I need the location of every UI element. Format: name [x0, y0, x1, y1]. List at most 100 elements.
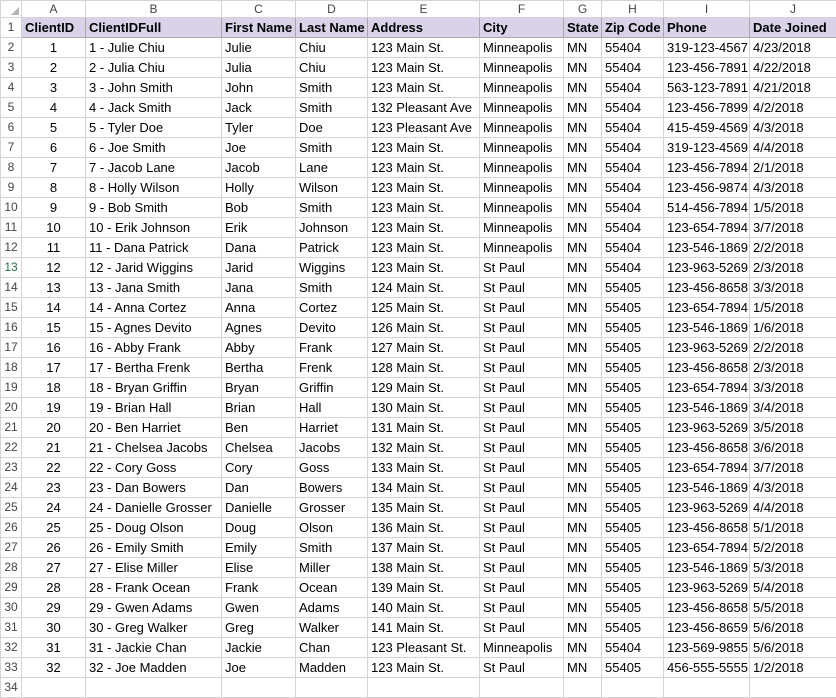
table-cell[interactable]: Minneapolis [480, 158, 564, 178]
table-cell[interactable]: 6 - Joe Smith [86, 138, 222, 158]
table-cell[interactable]: 140 Main St. [368, 598, 480, 618]
table-cell[interactable]: 4/3/2018 [750, 478, 836, 498]
table-cell[interactable]: 123-456-8658 [664, 598, 750, 618]
table-cell[interactable]: Julie [222, 38, 296, 58]
table-cell[interactable] [22, 678, 86, 698]
table-cell[interactable]: Abby [222, 338, 296, 358]
table-cell[interactable]: 16 [22, 338, 86, 358]
table-cell[interactable]: 5 [22, 118, 86, 138]
row-header[interactable]: 30 [1, 598, 22, 618]
table-cell[interactable]: 55404 [602, 98, 664, 118]
row-header[interactable]: 8 [1, 158, 22, 178]
table-cell[interactable]: 21 [22, 438, 86, 458]
table-cell[interactable]: 123 Main St. [368, 658, 480, 678]
table-cell[interactable] [86, 678, 222, 698]
table-cell[interactable]: 55405 [602, 378, 664, 398]
column-header-b[interactable]: B [86, 1, 222, 18]
row-header[interactable]: 33 [1, 658, 22, 678]
table-cell[interactable]: 22 [22, 458, 86, 478]
table-cell[interactable]: 55404 [602, 218, 664, 238]
table-cell[interactable]: St Paul [480, 458, 564, 478]
table-cell[interactable]: St Paul [480, 578, 564, 598]
table-cell[interactable]: 13 [22, 278, 86, 298]
table-cell[interactable]: 55404 [602, 198, 664, 218]
table-cell[interactable]: 29 - Gwen Adams [86, 598, 222, 618]
table-cell[interactable]: 55405 [602, 578, 664, 598]
table-cell[interactable]: 123-963-5269 [664, 258, 750, 278]
table-cell[interactable]: Jack [222, 98, 296, 118]
table-cell[interactable]: 1/5/2018 [750, 198, 836, 218]
table-cell[interactable]: 123-456-8658 [664, 438, 750, 458]
table-cell[interactable]: 123-456-7894 [664, 158, 750, 178]
table-cell[interactable]: 123-963-5269 [664, 498, 750, 518]
table-cell[interactable]: 55405 [602, 478, 664, 498]
table-cell[interactable]: St Paul [480, 378, 564, 398]
table-cell[interactable]: 123-546-1869 [664, 318, 750, 338]
table-cell[interactable]: 13 - Jana Smith [86, 278, 222, 298]
row-header[interactable]: 26 [1, 518, 22, 538]
table-cell[interactable]: 16 - Abby Frank [86, 338, 222, 358]
table-cell[interactable]: 134 Main St. [368, 478, 480, 498]
table-cell[interactable]: MN [564, 358, 602, 378]
table-cell[interactable]: 2 - Julia Chiu [86, 58, 222, 78]
table-cell[interactable]: Olson [296, 518, 368, 538]
table-cell[interactable]: Smith [296, 538, 368, 558]
table-cell[interactable]: 5/1/2018 [750, 518, 836, 538]
table-cell[interactable]: 135 Main St. [368, 498, 480, 518]
table-cell[interactable]: Minneapolis [480, 118, 564, 138]
row-header[interactable]: 24 [1, 478, 22, 498]
table-cell[interactable]: Smith [296, 138, 368, 158]
table-cell[interactable]: 123-456-9874 [664, 178, 750, 198]
table-cell[interactable]: Dan [222, 478, 296, 498]
table-cell[interactable]: 23 - Dan Bowers [86, 478, 222, 498]
table-cell[interactable]: Chiu [296, 38, 368, 58]
table-cell[interactable]: St Paul [480, 618, 564, 638]
table-cell[interactable]: 55404 [602, 178, 664, 198]
table-cell[interactable]: 55404 [602, 138, 664, 158]
table-cell[interactable]: 55404 [602, 118, 664, 138]
table-cell[interactable]: 123-654-7894 [664, 538, 750, 558]
table-cell[interactable]: 10 - Erik Johnson [86, 218, 222, 238]
table-cell[interactable]: 123-546-1869 [664, 398, 750, 418]
header-cell[interactable]: First Name [222, 18, 296, 38]
row-header[interactable]: 14 [1, 278, 22, 298]
table-cell[interactable]: Jackie [222, 638, 296, 658]
table-cell[interactable]: 5/6/2018 [750, 618, 836, 638]
table-cell[interactable]: 55405 [602, 658, 664, 678]
table-cell[interactable]: 456-555-5555 [664, 658, 750, 678]
table-cell[interactable]: MN [564, 98, 602, 118]
table-cell[interactable]: Frenk [296, 358, 368, 378]
table-cell[interactable]: 3 - John Smith [86, 78, 222, 98]
table-cell[interactable]: 17 [22, 358, 86, 378]
table-cell[interactable]: 123-963-5269 [664, 418, 750, 438]
table-cell[interactable]: 25 - Doug Olson [86, 518, 222, 538]
table-cell[interactable]: 123 Main St. [368, 58, 480, 78]
column-header-d[interactable]: D [296, 1, 368, 18]
table-cell[interactable]: 55404 [602, 58, 664, 78]
row-header[interactable]: 3 [1, 58, 22, 78]
table-cell[interactable]: 55405 [602, 498, 664, 518]
table-cell[interactable]: 123-456-7899 [664, 98, 750, 118]
table-cell[interactable]: 127 Main St. [368, 338, 480, 358]
table-cell[interactable]: 123 Main St. [368, 78, 480, 98]
table-cell[interactable]: MN [564, 598, 602, 618]
row-header[interactable]: 28 [1, 558, 22, 578]
table-cell[interactable]: Cory [222, 458, 296, 478]
select-all-corner[interactable] [1, 1, 22, 18]
table-cell[interactable]: 123-654-7894 [664, 458, 750, 478]
table-cell[interactable]: 11 [22, 238, 86, 258]
table-cell[interactable]: 4 - Jack Smith [86, 98, 222, 118]
table-cell[interactable]: 137 Main St. [368, 538, 480, 558]
table-cell[interactable]: 7 [22, 158, 86, 178]
row-header[interactable]: 9 [1, 178, 22, 198]
column-header-a[interactable]: A [22, 1, 86, 18]
table-cell[interactable]: 18 [22, 378, 86, 398]
table-cell[interactable]: 55404 [602, 238, 664, 258]
table-cell[interactable]: 55405 [602, 438, 664, 458]
table-cell[interactable]: MN [564, 178, 602, 198]
table-cell[interactable]: 2/1/2018 [750, 158, 836, 178]
table-cell[interactable]: 123-963-5269 [664, 338, 750, 358]
table-cell[interactable]: 123-654-7894 [664, 298, 750, 318]
table-cell[interactable]: 26 [22, 538, 86, 558]
table-cell[interactable]: Smith [296, 278, 368, 298]
